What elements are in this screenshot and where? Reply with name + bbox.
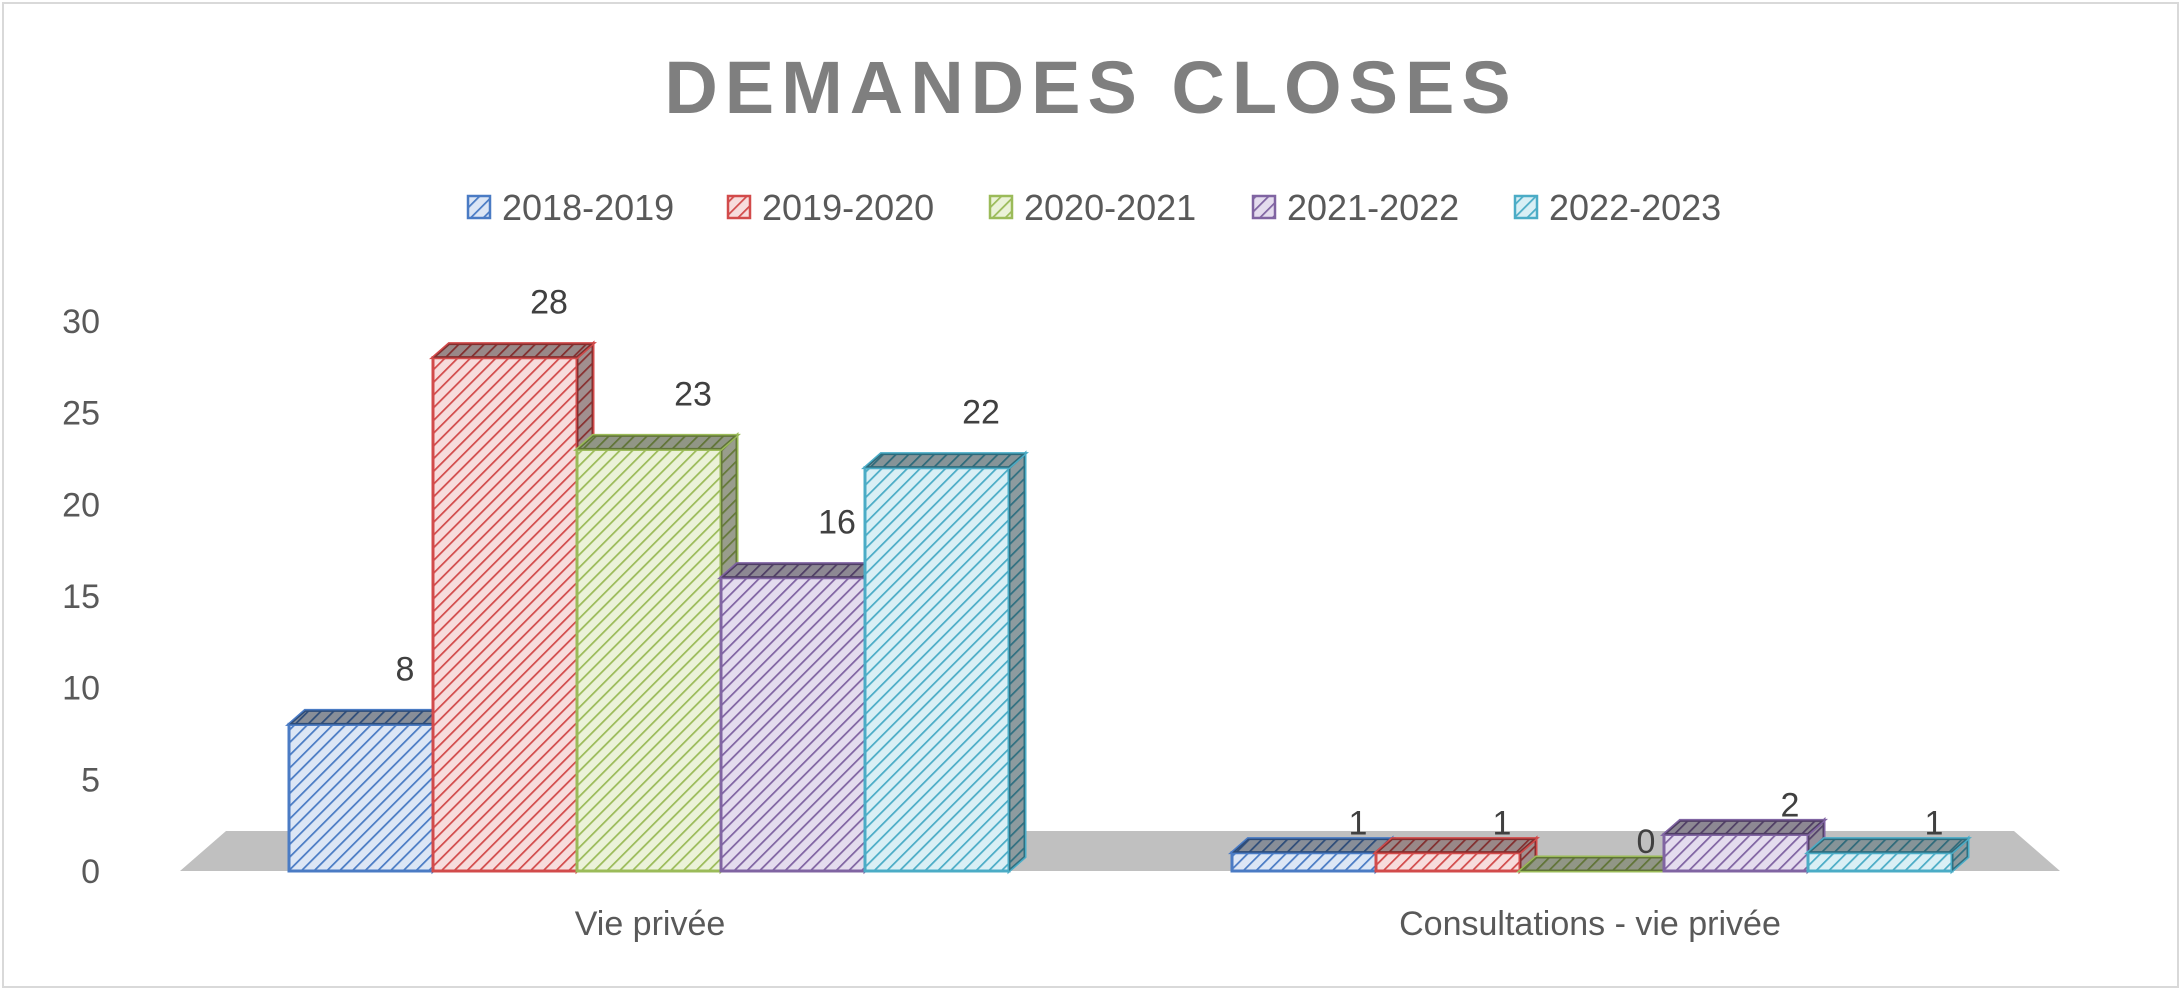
bar-consultations-vie-privee-2022-2023 — [1804, 835, 1972, 875]
data-label-vie-privee-2020-2021: 23 — [674, 375, 712, 413]
y-tick-0: 0 — [81, 853, 100, 891]
bars — [285, 340, 1972, 875]
bar-vie-privee-2018-2019 — [285, 707, 453, 875]
bar-consultations-vie-privee-2019-2020 — [1372, 835, 1540, 875]
bar-consultations-vie-privee-2018-2019 — [1228, 835, 1396, 875]
legend: 2018-2019 2019-2020 2020-2021 2021-2022 2022… — [466, 187, 1721, 228]
data-label-vie-privee-2021-2022: 16 — [818, 504, 856, 542]
legend-label-2019-2020: 2019-2020 — [762, 187, 934, 228]
legend-label-2018-2019: 2018-2019 — [502, 187, 674, 228]
data-label-vie-privee-2019-2020: 28 — [530, 284, 568, 322]
category-label-vie-privee: Vie privée — [575, 905, 726, 943]
y-tick-10: 10 — [62, 670, 100, 708]
data-label-vie-privee-2022-2023: 22 — [962, 394, 1000, 432]
bar-consultations-vie-privee-2020-2021 — [1516, 855, 1684, 873]
y-tick-5: 5 — [81, 761, 100, 799]
data-label-consultations-vie-privee-2020-2021: 0 — [1637, 823, 1656, 861]
legend-swatch-2021-2022 — [1251, 194, 1277, 220]
legend-swatch-2020-2021 — [988, 194, 1014, 220]
bar-vie-privee-2022-2023 — [861, 450, 1029, 875]
legend-swatch-2022-2023 — [1513, 194, 1539, 220]
legend-label-2020-2021: 2020-2021 — [1024, 187, 1196, 228]
bar-vie-privee-2019-2020 — [429, 340, 597, 875]
bar-vie-privee-2021-2022 — [717, 560, 885, 875]
legend-swatch-2018-2019 — [466, 194, 492, 220]
bar-vie-privee-2020-2021 — [573, 432, 741, 875]
data-label-consultations-vie-privee-2018-2019: 1 — [1349, 805, 1368, 843]
category-labels: Vie privée Consultations - vie privée — [575, 905, 1781, 943]
legend-label-2021-2022: 2021-2022 — [1287, 187, 1459, 228]
category-label-consultations-vie-privee: Consultations - vie privée — [1399, 905, 1781, 943]
data-label-consultations-vie-privee-2022-2023: 1 — [1925, 805, 1944, 843]
legend-label-2022-2023: 2022-2023 — [1549, 187, 1721, 228]
data-label-consultations-vie-privee-2019-2020: 1 — [1493, 805, 1512, 843]
y-tick-20: 20 — [62, 486, 100, 524]
bar-consultations-vie-privee-2021-2022 — [1660, 817, 1828, 875]
data-label-vie-privee-2018-2019: 8 — [396, 650, 415, 688]
data-label-consultations-vie-privee-2021-2022: 2 — [1781, 786, 1800, 824]
chart-title: DEMANDES CLOSES — [664, 46, 1517, 129]
y-tick-30: 30 — [62, 303, 100, 341]
y-axis: 0 5 10 15 20 25 30 — [62, 303, 100, 891]
y-tick-25: 25 — [62, 395, 100, 433]
y-tick-15: 15 — [62, 578, 100, 616]
legend-swatch-2019-2020 — [726, 194, 752, 220]
